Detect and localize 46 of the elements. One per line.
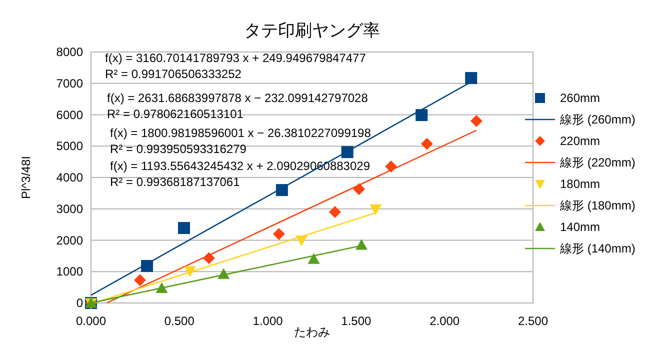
- point: [134, 274, 146, 286]
- y-axis-title: Pl^3/48I: [19, 156, 33, 199]
- point: [356, 238, 368, 250]
- y-tick-label: 5000: [56, 139, 84, 154]
- annotation: R² = 0.993950593316279: [110, 142, 247, 156]
- legend-label: 220mm: [560, 134, 600, 148]
- legend-label: 140mm: [560, 220, 600, 234]
- x-tick-label: 2.000: [430, 314, 460, 328]
- y-tick-label: 0: [76, 296, 84, 310]
- x-axis-title: たわみ: [294, 325, 330, 339]
- y-tick-label: 6000: [56, 108, 84, 122]
- legend-label: 線形 (220mm): [559, 156, 636, 170]
- chart-title: タテ印刷ヤング率: [244, 21, 380, 40]
- y-tick-label: 8000: [56, 45, 84, 59]
- point: [470, 115, 482, 128]
- point: [465, 72, 478, 84]
- x-tick-label: 0.000: [76, 314, 106, 328]
- y-tick-label: 3000: [56, 202, 84, 216]
- point: [353, 183, 366, 196]
- y-tick-label: 4000: [56, 170, 84, 184]
- y-tick-label: 1000: [56, 264, 84, 279]
- point: [370, 204, 382, 216]
- point: [178, 222, 190, 234]
- annotation: R² = 0.978062160513101: [107, 107, 244, 121]
- point: [420, 138, 433, 150]
- point: [184, 266, 196, 277]
- annotation: f(x) = 2631.68683997878 x − 232.099142797028: [107, 91, 368, 105]
- legend-label: 線形 (260mm): [559, 112, 636, 126]
- point: [416, 109, 428, 122]
- legend-label: 180mm: [560, 177, 600, 191]
- point: [328, 206, 341, 218]
- x-tick-label: 0.500: [164, 314, 195, 328]
- point: [308, 253, 320, 264]
- annotation: R² = 0.99368187137061: [110, 175, 240, 189]
- annotation: R² = 0.991706506333252: [105, 67, 242, 81]
- annotation: f(x) = 1800.98198596001 x − 26.3810227099198: [110, 126, 372, 140]
- x-tick-label: 1.000: [252, 314, 284, 328]
- x-tick-label: 2.500: [518, 314, 548, 328]
- x-tick-label: 1.500: [341, 314, 372, 328]
- y-tick-label: 2000: [56, 233, 84, 248]
- annotation: f(x) = 3160.70141789793 x + 249.949679847477: [105, 51, 366, 65]
- legend-label: 線形 (140mm): [559, 242, 636, 256]
- point: [272, 228, 285, 240]
- legend-label: 260mm: [560, 91, 600, 105]
- legend-label: 線形 (180mm): [559, 198, 636, 212]
- y-tick-label: 7000: [56, 76, 84, 90]
